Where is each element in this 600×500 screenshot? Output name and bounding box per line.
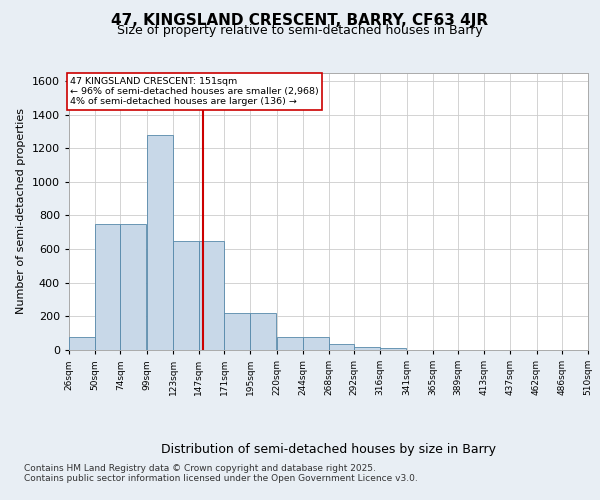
Bar (173, 240, 199, 350)
Text: 47 KINGSLAND CRESCENT: 151sqm
← 96% of semi-detached houses are smaller (2,968)
: 47 KINGSLAND CRESCENT: 151sqm ← 96% of s… (70, 76, 319, 106)
Text: 47, KINGSLAND CRESCENT, BARRY, CF63 4JR: 47, KINGSLAND CRESCENT, BARRY, CF63 4JR (112, 12, 488, 28)
Text: Distribution of semi-detached houses by size in Barry: Distribution of semi-detached houses by … (161, 442, 496, 456)
Bar (147, 134, 173, 350)
Bar (250, 313, 276, 350)
Bar (329, 344, 354, 350)
Text: Contains public sector information licensed under the Open Government Licence v3: Contains public sector information licen… (24, 474, 418, 483)
Bar (224, 313, 250, 350)
Bar (354, 346, 380, 350)
Bar (303, 336, 329, 350)
Bar (380, 348, 406, 350)
Bar (199, 240, 224, 350)
Text: Contains HM Land Registry data © Crown copyright and database right 2025.: Contains HM Land Registry data © Crown c… (24, 464, 376, 473)
Y-axis label: Number of semi-detached properties: Number of semi-detached properties (16, 108, 26, 314)
Bar (121, 224, 146, 350)
Text: Size of property relative to semi-detached houses in Barry: Size of property relative to semi-detach… (117, 24, 483, 37)
Bar (95, 224, 121, 350)
Bar (69, 338, 95, 350)
Bar (277, 336, 303, 350)
